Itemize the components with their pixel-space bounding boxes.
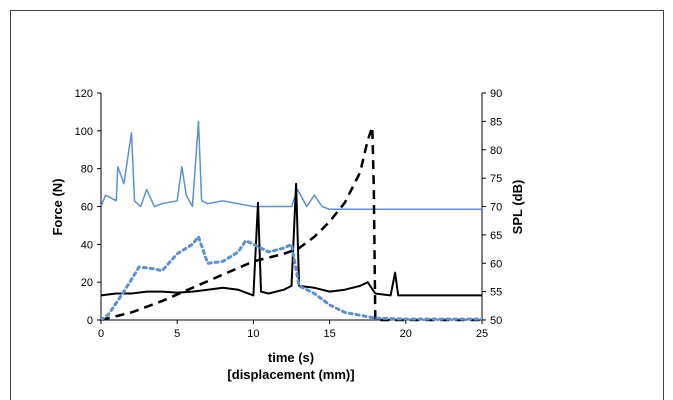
y-right-tick-label: 75 xyxy=(490,173,502,185)
x-tick-label: 10 xyxy=(247,328,259,340)
y-right-tick-label: 60 xyxy=(490,258,502,270)
y-left-tick-label: 20 xyxy=(81,277,93,289)
y-right-tick-label: 70 xyxy=(490,202,502,214)
y-left-tick-label: 40 xyxy=(81,239,93,251)
x-axis-label-secondary: [displacement (mm)] xyxy=(227,367,354,382)
series-line-solid-black xyxy=(100,182,482,297)
y-right-tick-label: 90 xyxy=(490,88,502,100)
x-tick-label: 20 xyxy=(400,328,412,340)
x-axis-label: time (s) xyxy=(268,350,314,365)
series-line-dashed-black xyxy=(100,125,482,322)
y-left-tick-label: 120 xyxy=(75,88,93,100)
y-left-tick-label: 80 xyxy=(81,164,93,176)
figure-frame xyxy=(10,10,664,400)
series-line-dotted-blue xyxy=(99,235,484,322)
x-tick-label: 25 xyxy=(476,328,488,340)
y-axis-left-label: Force (N) xyxy=(50,178,65,235)
y-left-tick-label: 60 xyxy=(81,202,93,214)
series-line-solid-blue xyxy=(100,120,482,211)
y-right-tick-label: 55 xyxy=(490,287,502,299)
x-tick-label: 15 xyxy=(323,328,335,340)
y-right-tick-label: 65 xyxy=(490,230,502,242)
y-right-tick-label: 85 xyxy=(490,116,502,128)
ticks: 0 5 10 15 20 25 0 20 40 60 80 100 120 50 55 60 65 70 75 80 8… xyxy=(75,88,503,340)
series-layer xyxy=(99,120,484,322)
y-left-tick-label: 100 xyxy=(75,126,93,138)
x-tick-label: 0 xyxy=(98,328,104,340)
y-right-tick-label: 80 xyxy=(490,145,502,157)
y-right-tick-label: 50 xyxy=(490,315,502,327)
y-left-tick-label: 0 xyxy=(87,315,93,327)
x-tick-label: 5 xyxy=(174,328,180,340)
y-axis-right-label: SPL (dB) xyxy=(510,180,525,235)
